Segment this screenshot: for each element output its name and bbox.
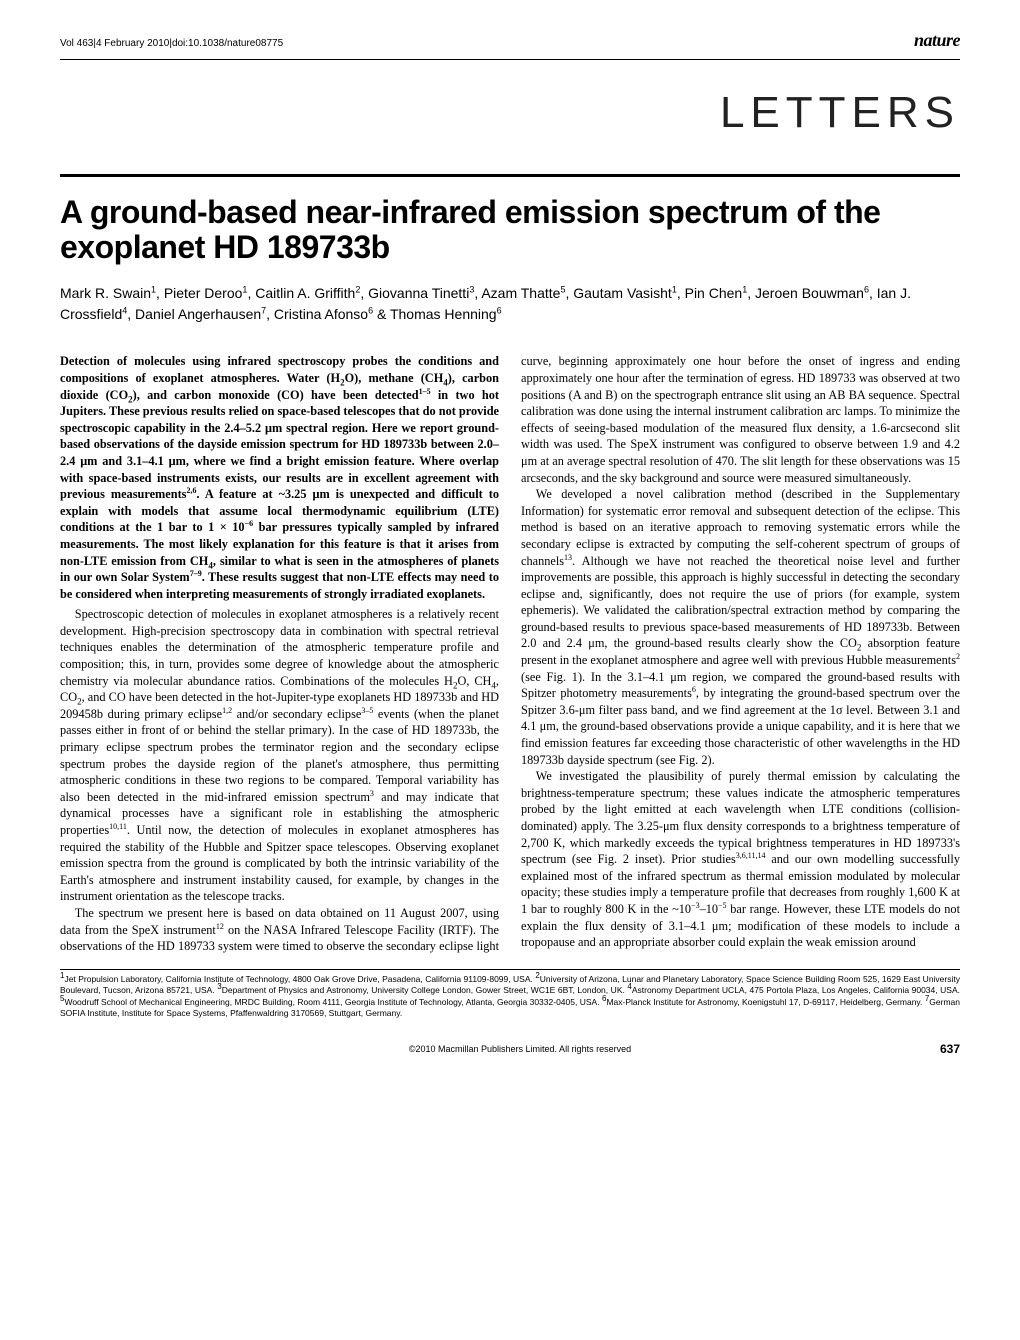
journal-logo: nature <box>914 30 960 51</box>
page-container: Vol 463|4 February 2010|doi:10.1038/natu… <box>0 0 1020 1076</box>
header-bar: Vol 463|4 February 2010|doi:10.1038/natu… <box>60 30 960 51</box>
body-paragraph: Spectroscopic detection of molecules in … <box>60 606 499 905</box>
footer: ©2010 Macmillan Publishers Limited. All … <box>60 1042 960 1056</box>
affiliations: 1Jet Propulsion Laboratory, California I… <box>60 974 960 1020</box>
section-label: LETTERS <box>60 88 960 138</box>
body-columns: Detection of molecules using infrared sp… <box>60 353 960 954</box>
body-paragraph: We investigated the plausibility of pure… <box>521 768 960 951</box>
copyright-line: ©2010 Macmillan Publishers Limited. All … <box>100 1044 940 1054</box>
volume-doi-line: Vol 463|4 February 2010|doi:10.1038/natu… <box>60 38 283 49</box>
page-number: 637 <box>940 1042 960 1056</box>
header-rule <box>60 59 960 60</box>
title-rule <box>60 174 960 177</box>
copyright-text: ©2010 Macmillan Publishers Limited. All … <box>409 1044 631 1054</box>
article-title: A ground-based near-infrared emission sp… <box>60 195 960 265</box>
affiliations-rule <box>60 969 960 970</box>
abstract: Detection of molecules using infrared sp… <box>60 353 499 602</box>
body-paragraph: We developed a novel calibration method … <box>521 486 960 768</box>
author-list: Mark R. Swain1, Pieter Deroo1, Caitlin A… <box>60 283 960 325</box>
